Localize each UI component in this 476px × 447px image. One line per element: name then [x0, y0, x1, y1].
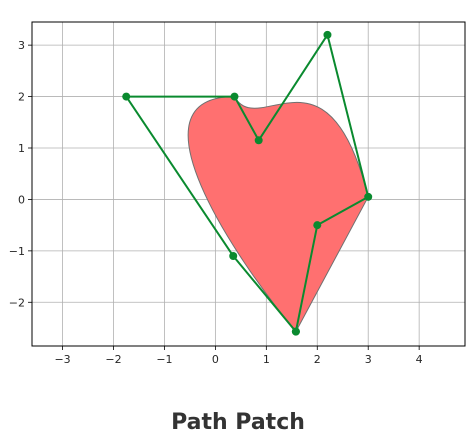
x-tick-label: 0	[212, 353, 219, 366]
x-tick-label: 4	[416, 353, 423, 366]
x-tick-label: −2	[105, 353, 121, 366]
control-point	[229, 252, 238, 260]
x-tick-label: 3	[365, 353, 372, 366]
control-point	[291, 327, 300, 336]
plot-frame	[31, 21, 466, 347]
y-tick-label: 3	[18, 39, 25, 52]
x-tick-label: −1	[156, 353, 172, 366]
control-point	[230, 92, 239, 101]
control-point	[313, 221, 322, 230]
y-tick-label: 2	[18, 91, 25, 104]
control-point	[122, 92, 131, 101]
y-tick-label: 1	[18, 142, 25, 155]
x-tick-label: −3	[54, 353, 70, 366]
y-tick-label: −1	[9, 245, 25, 258]
control-polygon	[122, 30, 373, 336]
y-tick-label: 0	[18, 193, 25, 206]
chart-title: Path Patch	[171, 410, 305, 435]
x-tick-label: 2	[314, 353, 321, 366]
y-tick-label: −2	[9, 296, 25, 309]
control-point	[254, 136, 263, 145]
control-point	[364, 192, 373, 201]
x-tick-label: 1	[263, 353, 270, 366]
control-point	[323, 30, 332, 39]
axis-ticks: −3 −2 −1 0 1 2 3 4 −2 −1 0 1 2 3	[9, 39, 423, 366]
